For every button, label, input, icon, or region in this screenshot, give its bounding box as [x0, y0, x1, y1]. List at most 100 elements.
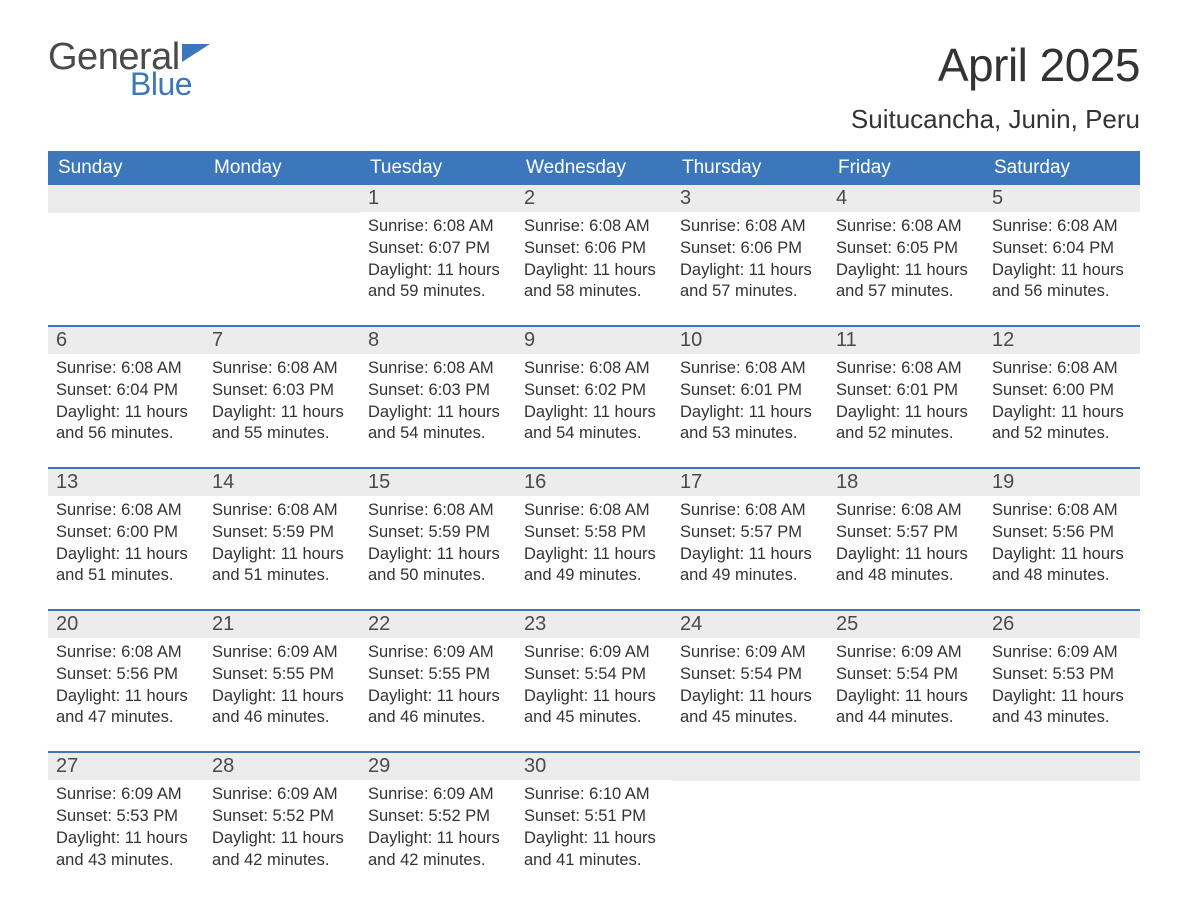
sunrise-line: Sunrise: 6:08 AM	[680, 216, 820, 238]
sunrise-line: Sunrise: 6:09 AM	[368, 642, 508, 664]
daylight-line: Daylight: 11 hours and 56 minutes.	[56, 402, 196, 446]
day-number: 24	[672, 611, 828, 638]
sunrise-line: Sunrise: 6:08 AM	[524, 216, 664, 238]
sunrise-line: Sunrise: 6:08 AM	[992, 216, 1132, 238]
calendar-cell	[672, 753, 828, 893]
logo-text-blue: Blue	[130, 68, 210, 100]
sunrise-line: Sunrise: 6:08 AM	[836, 358, 976, 380]
calendar-cell: 12Sunrise: 6:08 AMSunset: 6:00 PMDayligh…	[984, 327, 1140, 467]
day-number: 2	[516, 185, 672, 212]
sunrise-line: Sunrise: 6:08 AM	[836, 500, 976, 522]
sunset-line: Sunset: 5:53 PM	[56, 806, 196, 828]
sunrise-line: Sunrise: 6:08 AM	[212, 500, 352, 522]
sunrise-line: Sunrise: 6:08 AM	[992, 500, 1132, 522]
sunset-line: Sunset: 6:03 PM	[368, 380, 508, 402]
calendar-cell	[828, 753, 984, 893]
sunset-line: Sunset: 6:06 PM	[680, 238, 820, 260]
daylight-line: Daylight: 11 hours and 53 minutes.	[680, 402, 820, 446]
sunrise-line: Sunrise: 6:08 AM	[680, 358, 820, 380]
sunrise-line: Sunrise: 6:09 AM	[368, 784, 508, 806]
daylight-line: Daylight: 11 hours and 47 minutes.	[56, 686, 196, 730]
sunset-line: Sunset: 5:55 PM	[368, 664, 508, 686]
day-header-row: SundayMondayTuesdayWednesdayThursdayFrid…	[48, 151, 1140, 185]
day-number: 25	[828, 611, 984, 638]
day-number: 29	[360, 753, 516, 780]
day-number: 23	[516, 611, 672, 638]
calendar-week: 27Sunrise: 6:09 AMSunset: 5:53 PMDayligh…	[48, 751, 1140, 893]
sunset-line: Sunset: 5:57 PM	[680, 522, 820, 544]
day-number: 8	[360, 327, 516, 354]
day-details: Sunrise: 6:08 AMSunset: 6:04 PMDaylight:…	[48, 358, 204, 445]
sunrise-line: Sunrise: 6:08 AM	[524, 500, 664, 522]
daylight-line: Daylight: 11 hours and 45 minutes.	[524, 686, 664, 730]
calendar-week: 1Sunrise: 6:08 AMSunset: 6:07 PMDaylight…	[48, 185, 1140, 325]
daylight-line: Daylight: 11 hours and 48 minutes.	[992, 544, 1132, 588]
calendar-cell: 21Sunrise: 6:09 AMSunset: 5:55 PMDayligh…	[204, 611, 360, 751]
calendar-cell: 5 Sunrise: 6:08 AMSunset: 6:04 PMDaylight…	[984, 185, 1140, 325]
sunset-line: Sunset: 6:03 PM	[212, 380, 352, 402]
sunrise-line: Sunrise: 6:08 AM	[836, 216, 976, 238]
calendar-cell: 22Sunrise: 6:09 AMSunset: 5:55 PMDayligh…	[360, 611, 516, 751]
day-number: 15	[360, 469, 516, 496]
sunset-line: Sunset: 5:56 PM	[992, 522, 1132, 544]
calendar-cell: 7Sunrise: 6:08 AMSunset: 6:03 PMDaylight…	[204, 327, 360, 467]
day-number: 19	[984, 469, 1140, 496]
sunset-line: Sunset: 5:52 PM	[212, 806, 352, 828]
calendar-cell: 17Sunrise: 6:08 AMSunset: 5:57 PMDayligh…	[672, 469, 828, 609]
day-details: Sunrise: 6:10 AMSunset: 5:51 PMDaylight:…	[516, 784, 672, 871]
daylight-line: Daylight: 11 hours and 51 minutes.	[56, 544, 196, 588]
sunset-line: Sunset: 6:00 PM	[56, 522, 196, 544]
day-number: 3	[672, 185, 828, 212]
sunset-line: Sunset: 5:52 PM	[368, 806, 508, 828]
calendar-cell: 29 Sunrise: 6:09 AMSunset: 5:52 PMDayligh…	[360, 753, 516, 893]
day-header: Thursday	[672, 151, 828, 185]
sunrise-line: Sunrise: 6:09 AM	[836, 642, 976, 664]
day-details: Sunrise: 6:08 AMSunset: 6:00 PMDaylight:…	[984, 358, 1140, 445]
calendar-cell: 18Sunrise: 6:08 AMSunset: 5:57 PMDayligh…	[828, 469, 984, 609]
sunset-line: Sunset: 6:04 PM	[992, 238, 1132, 260]
calendar-cell: 2Sunrise: 6:08 AMSunset: 6:06 PMDaylight…	[516, 185, 672, 325]
day-details: Sunrise: 6:09 AMSunset: 5:52 PMDaylight:…	[204, 784, 360, 871]
sunrise-line: Sunrise: 6:09 AM	[212, 642, 352, 664]
sunrise-line: Sunrise: 6:08 AM	[680, 500, 820, 522]
day-details: Sunrise: 6:08 AMSunset: 6:05 PMDaylight:…	[828, 216, 984, 303]
location-subtitle: Suitucancha, Junin, Peru	[851, 104, 1140, 135]
day-header: Sunday	[48, 151, 204, 185]
daylight-line: Daylight: 11 hours and 49 minutes.	[680, 544, 820, 588]
day-details: Sunrise: 6:08 AMSunset: 6:01 PMDaylight:…	[672, 358, 828, 445]
sunrise-line: Sunrise: 6:08 AM	[56, 642, 196, 664]
day-number	[984, 753, 1140, 781]
sunset-line: Sunset: 5:55 PM	[212, 664, 352, 686]
calendar-cell	[48, 185, 204, 325]
calendar-cell: 8Sunrise: 6:08 AMSunset: 6:03 PMDaylight…	[360, 327, 516, 467]
calendar-cell: 27Sunrise: 6:09 AMSunset: 5:53 PMDayligh…	[48, 753, 204, 893]
calendar-cell: 9Sunrise: 6:08 AMSunset: 6:02 PMDaylight…	[516, 327, 672, 467]
calendar-week: 13Sunrise: 6:08 AMSunset: 6:00 PMDayligh…	[48, 467, 1140, 609]
sunset-line: Sunset: 6:00 PM	[992, 380, 1132, 402]
daylight-line: Daylight: 11 hours and 52 minutes.	[992, 402, 1132, 446]
day-number: 22	[360, 611, 516, 638]
day-details: Sunrise: 6:09 AMSunset: 5:53 PMDaylight:…	[984, 642, 1140, 729]
sunset-line: Sunset: 5:54 PM	[680, 664, 820, 686]
day-number: 10	[672, 327, 828, 354]
daylight-line: Daylight: 11 hours and 56 minutes.	[992, 260, 1132, 304]
daylight-line: Daylight: 11 hours and 42 minutes.	[212, 828, 352, 872]
day-details: Sunrise: 6:08 AMSunset: 5:59 PMDaylight:…	[204, 500, 360, 587]
page-title: April 2025	[851, 38, 1140, 92]
day-number: 5	[984, 185, 1140, 212]
calendar-cell: 1Sunrise: 6:08 AMSunset: 6:07 PMDaylight…	[360, 185, 516, 325]
day-details: Sunrise: 6:08 AMSunset: 5:58 PMDaylight:…	[516, 500, 672, 587]
day-details: Sunrise: 6:08 AMSunset: 6:04 PMDaylight:…	[984, 216, 1140, 303]
sunrise-line: Sunrise: 6:10 AM	[524, 784, 664, 806]
calendar-week: 6Sunrise: 6:08 AMSunset: 6:04 PMDaylight…	[48, 325, 1140, 467]
day-details: Sunrise: 6:09 AMSunset: 5:52 PMDaylight:…	[360, 784, 516, 871]
day-number: 18	[828, 469, 984, 496]
day-details: Sunrise: 6:08 AMSunset: 6:07 PMDaylight:…	[360, 216, 516, 303]
day-number	[672, 753, 828, 781]
daylight-line: Daylight: 11 hours and 52 minutes.	[836, 402, 976, 446]
day-details: Sunrise: 6:09 AMSunset: 5:55 PMDaylight:…	[204, 642, 360, 729]
day-details: Sunrise: 6:08 AMSunset: 6:06 PMDaylight:…	[672, 216, 828, 303]
day-details: Sunrise: 6:08 AMSunset: 6:01 PMDaylight:…	[828, 358, 984, 445]
daylight-line: Daylight: 11 hours and 54 minutes.	[524, 402, 664, 446]
day-details: Sunrise: 6:08 AMSunset: 5:56 PMDaylight:…	[984, 500, 1140, 587]
